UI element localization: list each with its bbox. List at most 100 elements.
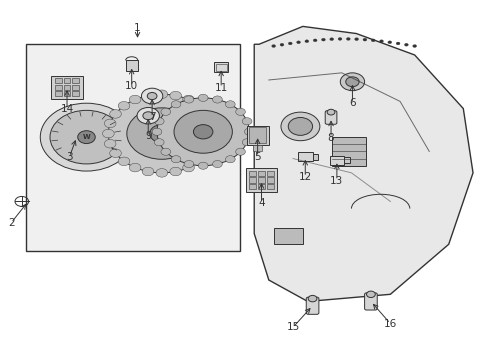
Bar: [26, 44, 239, 251]
Bar: [266, 184, 273, 189]
Bar: [72, 91, 79, 96]
Bar: [63, 78, 70, 83]
Circle shape: [198, 94, 207, 102]
Circle shape: [305, 40, 308, 42]
Circle shape: [198, 162, 207, 169]
Circle shape: [118, 157, 130, 166]
Bar: [329, 156, 344, 165]
Circle shape: [242, 118, 251, 125]
Bar: [245, 168, 277, 192]
Circle shape: [154, 139, 164, 146]
Bar: [215, 64, 226, 71]
Bar: [125, 60, 138, 71]
Circle shape: [345, 77, 358, 87]
Circle shape: [225, 156, 235, 163]
Bar: [63, 91, 70, 96]
Circle shape: [183, 96, 193, 103]
Circle shape: [156, 90, 167, 99]
Circle shape: [287, 117, 312, 135]
Circle shape: [129, 95, 141, 104]
Bar: [312, 154, 318, 159]
Circle shape: [395, 42, 399, 45]
Circle shape: [183, 163, 194, 172]
Bar: [273, 228, 302, 244]
Text: 13: 13: [329, 176, 343, 186]
Circle shape: [174, 111, 232, 153]
Circle shape: [109, 110, 121, 118]
Bar: [72, 85, 79, 90]
Circle shape: [212, 161, 222, 168]
Circle shape: [370, 39, 374, 42]
Circle shape: [104, 139, 116, 148]
Circle shape: [78, 131, 95, 144]
Bar: [258, 171, 264, 176]
Circle shape: [154, 118, 164, 125]
Circle shape: [387, 41, 391, 44]
Circle shape: [171, 101, 181, 108]
FancyBboxPatch shape: [325, 111, 336, 124]
Circle shape: [161, 108, 170, 116]
Circle shape: [346, 37, 349, 40]
Circle shape: [202, 149, 214, 157]
Circle shape: [142, 112, 153, 120]
Text: W: W: [82, 134, 90, 140]
Circle shape: [149, 125, 174, 143]
Circle shape: [326, 109, 334, 115]
Text: 10: 10: [125, 81, 138, 91]
Text: 2: 2: [8, 218, 15, 228]
Bar: [297, 152, 312, 161]
Bar: [266, 171, 273, 176]
Circle shape: [202, 110, 214, 118]
Circle shape: [280, 43, 284, 46]
Bar: [51, 76, 82, 99]
Text: 8: 8: [327, 133, 334, 143]
Text: 5: 5: [254, 152, 261, 162]
Circle shape: [296, 41, 300, 44]
Circle shape: [307, 296, 316, 302]
Bar: [258, 177, 264, 183]
Circle shape: [362, 38, 366, 41]
Text: 1: 1: [134, 23, 141, 33]
Bar: [55, 85, 61, 90]
Circle shape: [209, 129, 221, 138]
Circle shape: [126, 108, 197, 159]
Bar: [63, 85, 70, 90]
Bar: [252, 145, 262, 150]
Bar: [55, 78, 61, 83]
Circle shape: [40, 103, 132, 171]
Bar: [249, 171, 256, 176]
Circle shape: [104, 119, 116, 128]
Circle shape: [193, 157, 205, 166]
Circle shape: [108, 94, 215, 173]
Bar: [249, 184, 256, 189]
Bar: [248, 127, 265, 143]
FancyBboxPatch shape: [364, 293, 376, 310]
Circle shape: [212, 96, 222, 103]
Circle shape: [340, 73, 364, 91]
Bar: [249, 177, 256, 183]
Circle shape: [50, 111, 122, 164]
Circle shape: [281, 112, 319, 141]
Circle shape: [152, 128, 162, 135]
Circle shape: [142, 167, 154, 176]
Bar: [331, 137, 366, 166]
Circle shape: [244, 128, 254, 135]
Bar: [258, 184, 264, 189]
Circle shape: [161, 148, 170, 155]
Circle shape: [118, 102, 130, 110]
Circle shape: [157, 98, 249, 166]
Circle shape: [169, 167, 181, 176]
Text: 3: 3: [66, 152, 73, 162]
Circle shape: [412, 45, 416, 48]
Circle shape: [169, 91, 181, 100]
Text: 14: 14: [61, 104, 74, 114]
Circle shape: [141, 88, 163, 104]
FancyBboxPatch shape: [305, 297, 318, 314]
Circle shape: [102, 129, 114, 138]
Text: 16: 16: [383, 319, 396, 329]
Text: 15: 15: [286, 322, 299, 332]
Text: 12: 12: [298, 172, 311, 182]
Circle shape: [337, 37, 341, 40]
Circle shape: [235, 108, 245, 116]
Circle shape: [329, 38, 333, 41]
